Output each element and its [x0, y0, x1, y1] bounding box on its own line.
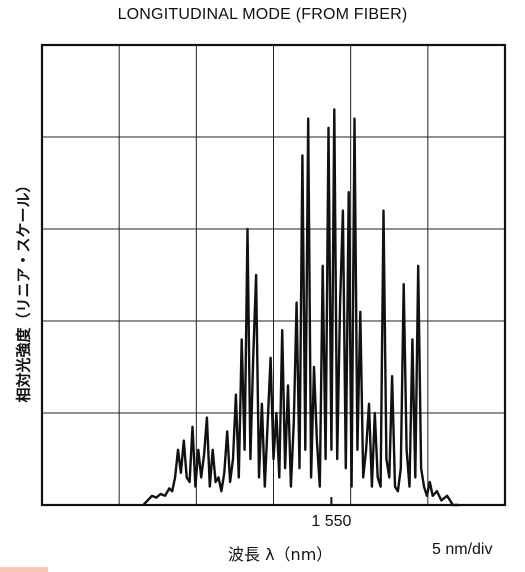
- decorative-bar: [0, 567, 48, 572]
- series-layer: [142, 108, 459, 507]
- y-axis-label: 相対光強度（リニア・スケール）: [14, 177, 33, 403]
- plot-frame: [40, 43, 507, 507]
- x-scale-label: 5 nm/div: [432, 541, 493, 558]
- grid: [42, 45, 505, 505]
- x-axis-label: 波長 λ（nm）: [228, 545, 333, 564]
- x-tick-label: 1 550: [311, 513, 352, 530]
- spectrum-line: [142, 108, 459, 507]
- chart-title: LONGITUDINAL MODE (FROM FIBER): [117, 6, 408, 23]
